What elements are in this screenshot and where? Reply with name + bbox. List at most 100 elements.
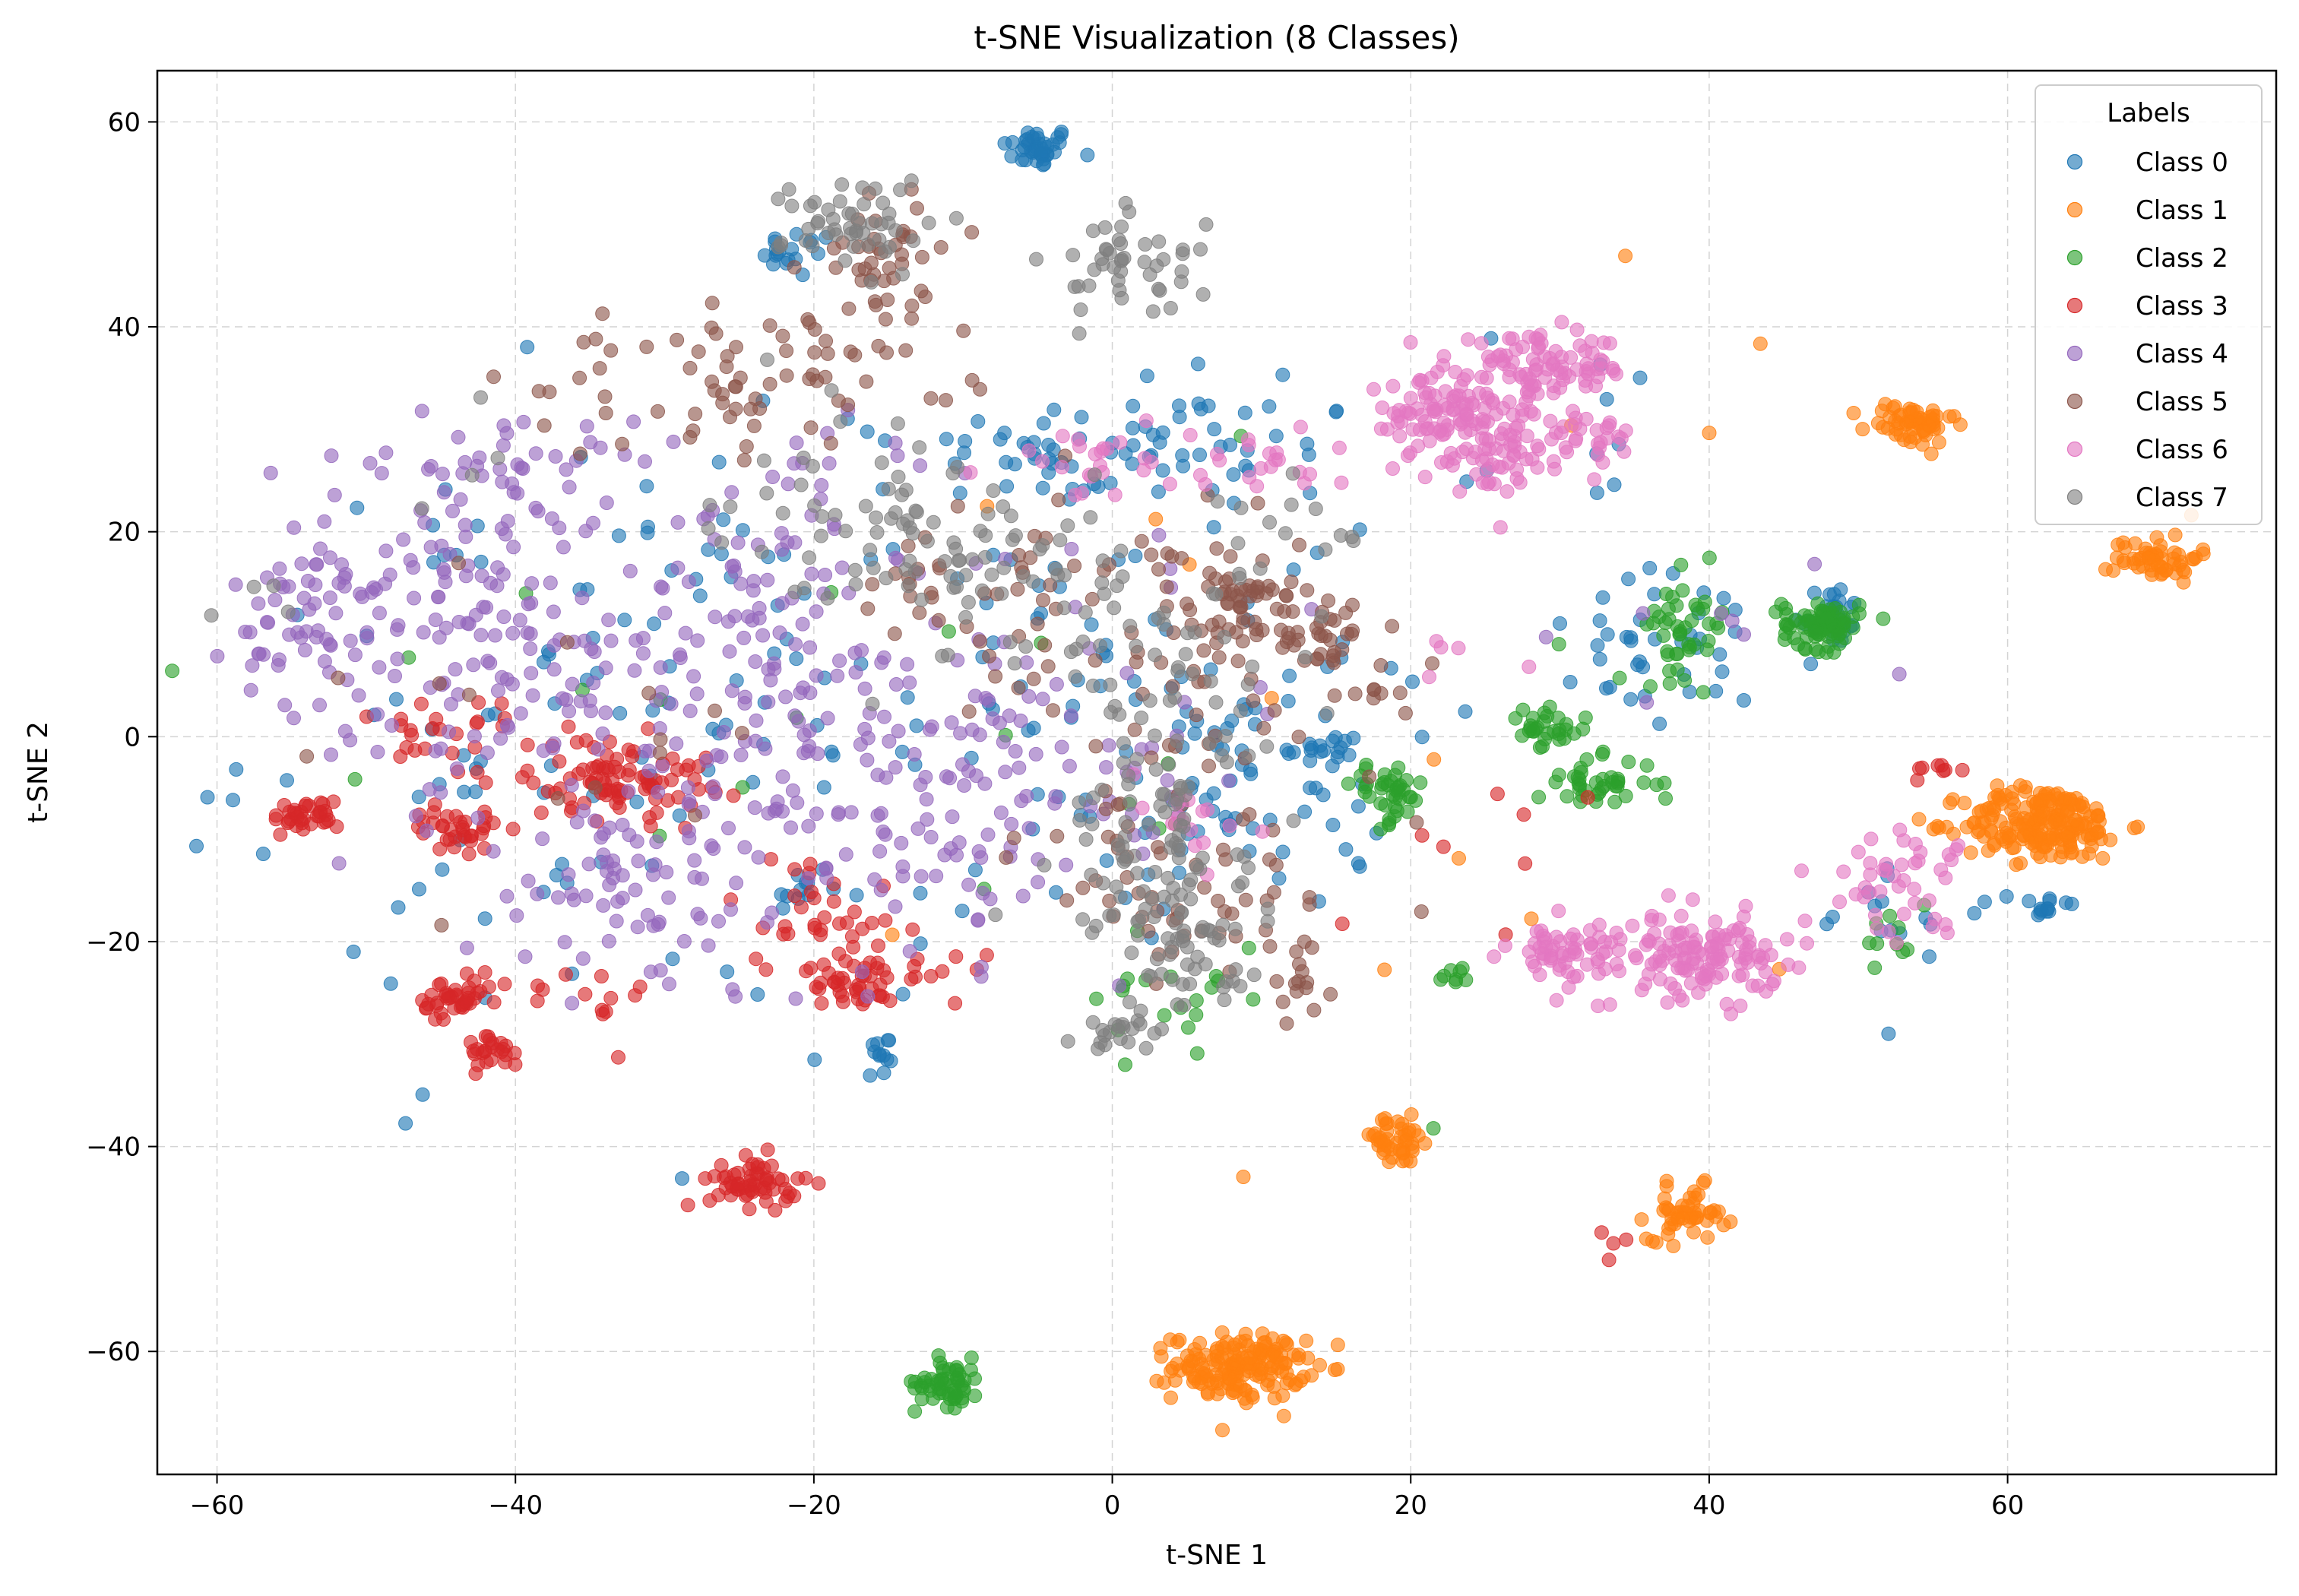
point-class-6 [1868,907,1883,923]
point-class-6 [1758,964,1773,980]
point-class-5 [1006,831,1021,846]
point-class-1 [1957,796,1972,811]
point-class-4 [480,746,495,760]
point-class-2 [949,1363,964,1378]
point-class-3 [679,762,694,777]
point-class-7 [980,506,996,521]
point-class-4 [486,844,501,859]
point-class-3 [771,1171,786,1186]
point-class-1 [1217,1362,1232,1377]
point-class-6 [1502,331,1517,346]
point-class-7 [937,554,952,569]
point-class-5 [876,274,891,289]
point-class-4 [629,834,644,849]
point-class-2 [1769,604,1783,619]
point-class-4 [1112,978,1127,993]
point-class-7 [1217,993,1232,1008]
point-class-0 [675,1171,689,1186]
point-class-5 [746,418,762,433]
point-class-4 [297,642,312,657]
point-class-7 [893,182,907,198]
point-class-3 [707,1169,722,1184]
point-class-7 [1116,251,1132,265]
point-class-4 [595,726,610,741]
point-class-7 [958,568,974,583]
point-class-4 [649,834,664,850]
x-tick-label: −20 [787,1490,841,1521]
point-class-0 [825,748,841,763]
point-class-0 [1281,694,1296,708]
point-class-4 [470,810,486,825]
point-class-7 [860,237,876,252]
point-class-4 [596,826,611,841]
point-class-6 [1422,433,1437,448]
point-class-6 [1779,932,1794,947]
point-class-0 [1414,730,1430,745]
point-class-4 [317,514,332,529]
point-class-0 [477,911,492,926]
point-class-4 [433,785,448,800]
point-class-3 [432,841,448,857]
point-class-1 [1648,1235,1664,1250]
point-class-4 [435,467,450,482]
point-class-7 [1067,279,1082,294]
point-class-3 [594,969,609,983]
point-class-5 [1134,534,1149,549]
point-class-7 [756,453,771,468]
point-class-6 [1507,435,1522,449]
point-class-6 [1708,914,1723,929]
point-class-7 [1112,283,1127,298]
point-class-7 [1134,711,1149,725]
point-class-6 [1896,907,1911,922]
point-class-6 [1921,893,1936,908]
point-class-6 [1054,460,1069,475]
point-class-2 [1661,601,1676,616]
point-class-2 [1658,616,1673,630]
point-class-5 [859,374,874,389]
point-class-6 [1613,932,1628,947]
point-class-7 [1149,952,1164,967]
point-class-2 [1832,626,1847,641]
point-class-4 [929,869,944,884]
point-class-7 [1202,736,1218,751]
point-class-4 [302,602,317,617]
point-class-7 [1262,515,1277,530]
point-class-5 [1302,890,1317,905]
point-class-6 [1549,993,1564,1008]
point-class-1 [1723,1214,1738,1229]
point-class-4 [699,753,714,768]
point-class-5 [715,395,730,410]
point-class-0 [692,588,708,603]
point-class-2 [1639,758,1655,773]
point-class-5 [1051,492,1066,508]
point-class-7 [874,455,889,470]
point-class-0 [1592,613,1607,629]
point-class-5 [1291,974,1306,989]
point-class-2 [1573,765,1588,780]
point-class-1 [1398,1134,1413,1149]
point-class-4 [378,445,394,461]
point-class-7 [1075,634,1091,649]
point-class-5 [775,328,790,344]
point-class-5 [1180,597,1195,611]
point-class-0 [1191,396,1206,411]
point-class-0 [1599,391,1614,407]
point-class-3 [632,979,648,994]
point-class-4 [308,578,323,592]
point-class-1 [1702,426,1717,441]
point-class-6 [1451,641,1466,656]
point-class-4 [423,459,439,473]
point-class-0 [1275,367,1290,382]
point-class-7 [1218,729,1233,743]
point-class-4 [453,492,468,507]
point-class-3 [742,1161,757,1176]
point-class-4 [888,435,903,451]
point-class-6 [1433,640,1449,655]
point-class-1 [1711,1204,1726,1219]
point-class-7 [848,225,863,240]
point-class-0 [1459,474,1474,489]
point-class-0 [665,952,680,967]
point-class-4 [343,733,358,748]
point-class-1 [2012,778,2028,793]
point-class-7 [1113,543,1129,559]
